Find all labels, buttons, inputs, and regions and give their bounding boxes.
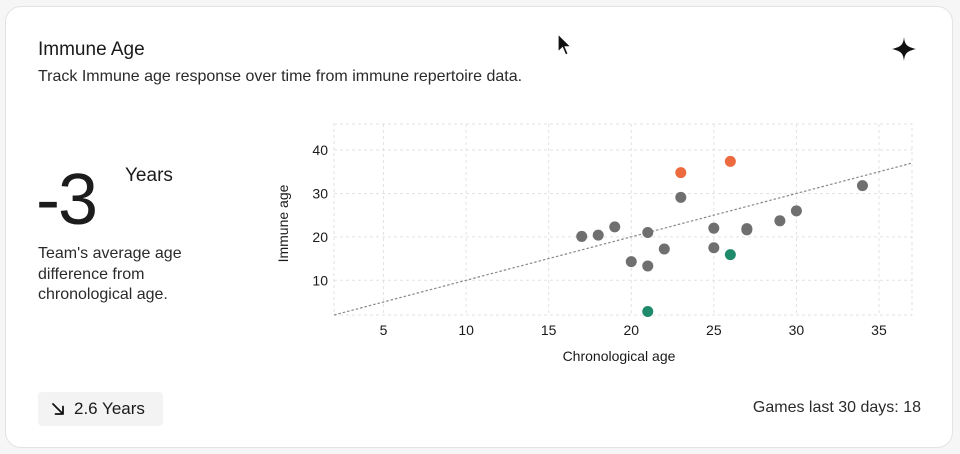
data-point	[856, 180, 868, 192]
x-tick-label: 35	[871, 322, 887, 338]
data-point	[724, 249, 736, 261]
data-point	[708, 242, 720, 254]
data-point	[790, 205, 802, 217]
y-tick-label: 40	[312, 142, 328, 158]
data-point	[675, 167, 687, 179]
data-point	[724, 155, 736, 167]
x-tick-label: 5	[380, 322, 388, 338]
age-difference-unit: Years	[125, 165, 173, 186]
plot-frame	[333, 123, 913, 316]
age-difference-description: Team's average age difference from chron…	[38, 245, 182, 303]
data-point	[625, 256, 637, 268]
sparkle-icon[interactable]	[890, 35, 918, 63]
games-count: Games last 30 days: 18	[752, 399, 921, 416]
data-point	[642, 306, 654, 318]
data-point	[675, 191, 687, 203]
card-title: Immune Age	[38, 39, 145, 60]
y-tick-label: 30	[312, 185, 328, 201]
y-tick-label: 10	[312, 272, 328, 288]
data-point	[576, 230, 588, 242]
trendline	[333, 162, 913, 316]
x-tick-label: 30	[789, 322, 805, 338]
data-point	[741, 224, 753, 236]
x-axis-title: Chronological age	[563, 348, 676, 364]
data-point	[592, 229, 604, 241]
data-point	[642, 227, 654, 239]
arrow-down-right-icon	[52, 403, 64, 415]
data-point	[774, 215, 786, 227]
immune-age-card: Immune Age Track Immune age response ove…	[5, 6, 953, 448]
data-point	[609, 221, 621, 233]
mouse-cursor-icon	[557, 33, 573, 56]
card-subtitle: Track Immune age response over time from…	[38, 68, 523, 85]
data-point	[642, 260, 654, 272]
x-tick-label: 25	[706, 322, 722, 338]
trend-badge: 2.6 Years	[38, 392, 163, 426]
x-tick-label: 15	[541, 322, 557, 338]
immune-age-scatter-chart: 5 10 15 20 25 30 35 10 20 30 40 Chronological age Im…	[275, 123, 913, 364]
data-point	[708, 222, 720, 234]
x-tick-label: 20	[623, 322, 639, 338]
age-difference-value: -3	[36, 160, 98, 240]
y-axis-title: Immune age	[275, 184, 291, 262]
y-tick-label: 20	[312, 229, 328, 245]
data-point	[658, 243, 670, 255]
x-tick-label: 10	[458, 322, 474, 338]
trend-value: 2.6 Years	[74, 399, 145, 418]
